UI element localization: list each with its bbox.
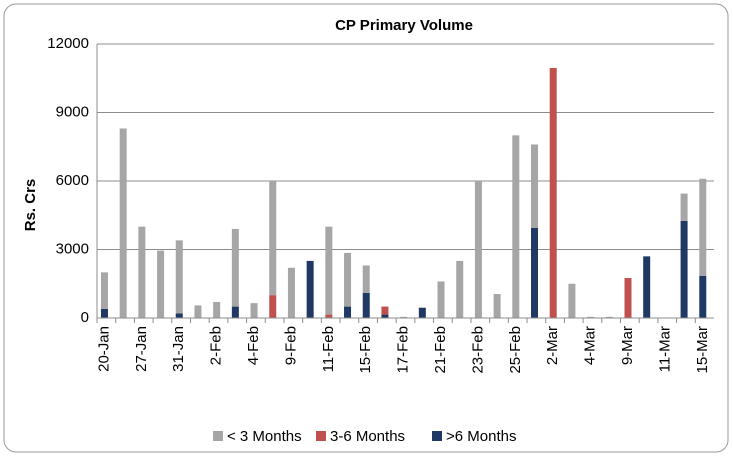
x-tick-label: 11-Feb [320,326,337,372]
x-tick-label: 27-Jan [133,326,150,372]
bar-segment [344,252,352,307]
legend-label: < 3 Months [227,428,302,445]
y-tick-label: 6000 [56,172,89,189]
legend-label: >6 Months [446,428,516,445]
bar-segment [643,256,651,318]
bar-segment [231,306,239,318]
bar-segment [231,228,239,307]
x-tick-label: 9-Mar [619,326,636,365]
bar-segment [680,193,688,221]
x-tick-label: 20-Jan [95,326,112,372]
x-tick-label: 2-Mar [544,326,561,365]
legend-swatch [316,431,326,441]
bar-segment [194,305,202,318]
y-tick-label: 3000 [56,240,89,257]
bar-segment [605,316,613,318]
bar-segment [325,226,333,315]
x-tick-label: 2-Feb [208,326,225,365]
bar-segment [512,135,520,318]
bar-segment [699,178,707,276]
legend-swatch [213,431,223,441]
x-tick-label: 4-Feb [245,326,262,365]
bar-segment [250,303,258,318]
chart-frame [3,3,729,453]
x-tick-label: 25-Feb [507,326,524,374]
x-tick-label: 31-Jan [170,326,187,372]
y-tick-label: 9000 [56,103,89,120]
bar-segment [474,181,482,318]
x-tick-label: 23-Feb [469,326,486,374]
bar-segment [213,302,221,318]
bar-segment [624,278,632,318]
bar-segment [493,294,501,318]
bar-segment [437,281,445,318]
bar-segment [587,316,595,318]
x-tick-label: 15-Feb [357,326,374,374]
bar-segment [381,314,389,318]
bar-segment [699,275,707,318]
bar-segment [456,260,464,318]
y-tick-label: 12000 [47,35,89,52]
x-tick-label: 17-Feb [395,326,412,374]
bar-segment [100,272,108,309]
bar-segment [175,313,183,318]
x-tick-label: 4-Mar [582,326,599,365]
bar-segment [531,227,539,318]
bar-segment [119,128,127,318]
legend-label: 3-6 Months [330,428,405,445]
bar-segment [568,283,576,318]
x-tick-label: 15-Mar [694,326,711,374]
bar-segment [138,226,146,318]
bar-segment [418,307,426,318]
bar-segment [325,314,333,318]
bar-segment [157,250,165,318]
bar-segment [269,181,277,296]
bar-segment [680,220,688,318]
bar-segment [362,292,370,318]
bar-segment [400,316,408,318]
y-axis-title: Rs. Crs [22,179,39,232]
bar-segment [100,308,108,318]
x-tick-label: 9-Feb [282,326,299,365]
bar-segment [549,67,557,318]
chart-title: CP Primary Volume [335,17,473,34]
bar-segment [175,240,183,314]
y-tick-label: 0 [81,309,89,326]
bar-segment [287,267,295,318]
bar-segment [344,306,352,318]
bar-segment [381,306,389,315]
bar-segment [269,295,277,318]
bar-segment [531,144,539,228]
x-tick-label: 11-Mar [656,326,673,372]
bar-segment [362,265,370,293]
x-tick-label: 21-Feb [432,326,449,374]
legend-swatch [432,431,442,441]
bar-segment [306,260,314,318]
